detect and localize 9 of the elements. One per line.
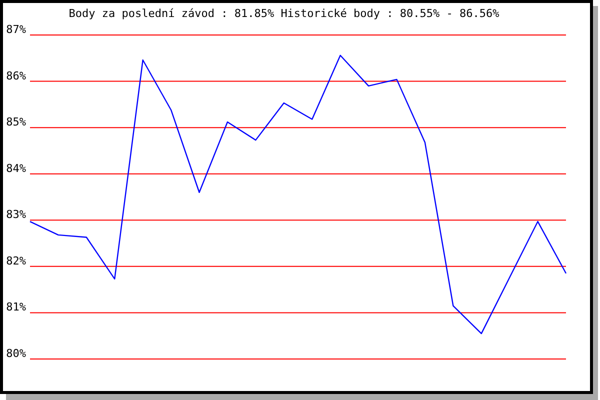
y-tick-label: 85% bbox=[6, 116, 26, 129]
y-tick-label: 82% bbox=[6, 254, 26, 268]
y-tick-label: 86% bbox=[6, 69, 26, 82]
y-tick-label: 87% bbox=[6, 23, 26, 36]
chart-title: Body za poslední závod : 81.85% Historické body : 80.55% - 86.56% bbox=[68, 7, 500, 20]
y-tick-label: 84% bbox=[6, 162, 26, 175]
y-tick-label: 81% bbox=[6, 300, 26, 314]
y-tick-label: 83% bbox=[6, 208, 26, 222]
y-tick-label: 80% bbox=[6, 347, 26, 360]
